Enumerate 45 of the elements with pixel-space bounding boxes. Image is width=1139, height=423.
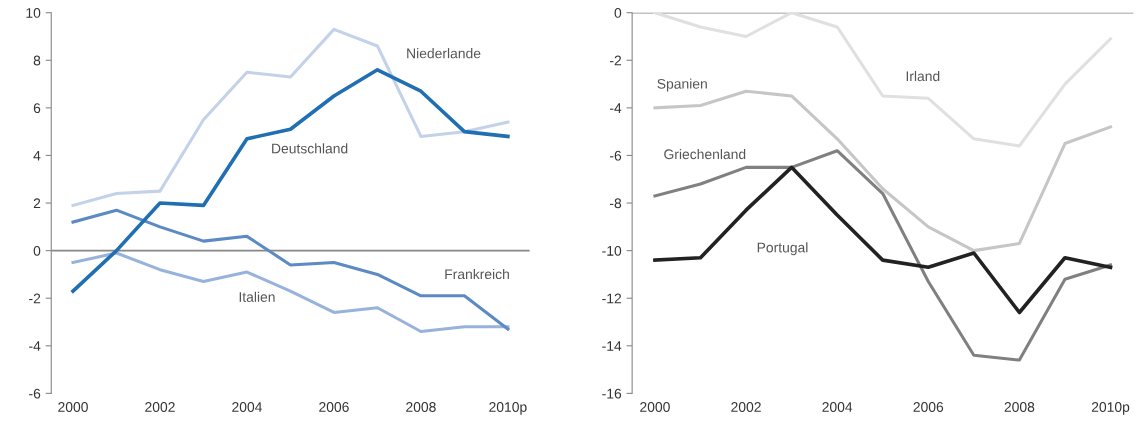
x-tick-label: 2008: [406, 402, 436, 412]
x-tick-label: 2004: [232, 402, 262, 412]
y-tick-label: -4: [29, 341, 41, 351]
y-tick-label: -6: [29, 388, 41, 399]
y-tick-label: 6: [33, 103, 41, 114]
y-tick-label: -2: [610, 55, 622, 66]
x-tick-label: 2010p: [489, 402, 527, 415]
x-tick-label: 2006: [913, 402, 944, 412]
y-tick-label: 4: [33, 150, 41, 161]
y-tick-label: -10: [602, 245, 622, 256]
y-tick-label: 10: [26, 8, 41, 18]
x-tick-label: 2002: [731, 402, 761, 412]
line-series: [653, 165, 1113, 315]
line-series: [71, 27, 510, 207]
series-label: Spanien: [657, 78, 707, 92]
y-tick-label: 2: [33, 198, 41, 209]
x-tick-label: 2004: [822, 402, 853, 412]
series-label: Italien: [239, 291, 275, 302]
line-series: [71, 67, 510, 293]
y-tick-label: 0: [614, 8, 622, 18]
line-series: [71, 208, 510, 331]
y-tick-label: 8: [33, 55, 41, 66]
series-label: Frankreich: [445, 268, 509, 280]
series-label: Griechenland: [664, 148, 746, 160]
y-tick-label: -2: [29, 293, 41, 304]
x-tick-label: 2002: [145, 402, 175, 412]
series-label: Irland: [906, 70, 940, 82]
line-series: [653, 149, 1113, 362]
x-tick-label: 2010p: [1091, 402, 1130, 415]
x-tick-label: 2006: [319, 402, 349, 412]
y-tick-label: -16: [602, 388, 622, 399]
y-tick-label: -14: [602, 341, 622, 351]
line-series: [71, 251, 510, 334]
y-tick-label: -12: [602, 293, 622, 304]
y-tick-label: -4: [610, 103, 622, 113]
y-tick-label: 0: [33, 245, 41, 256]
y-tick-label: -6: [610, 150, 622, 161]
y-tick-label: -8: [610, 198, 622, 209]
text: Portugal: [757, 242, 808, 256]
x-tick-label: 2000: [640, 402, 670, 412]
series-label: Niederlande: [407, 48, 481, 59]
line-series: [653, 12, 1113, 148]
x-tick-label: 2008: [1004, 402, 1035, 412]
series-label: Deutschland: [272, 143, 348, 154]
x-tick-label: 2000: [58, 402, 88, 412]
